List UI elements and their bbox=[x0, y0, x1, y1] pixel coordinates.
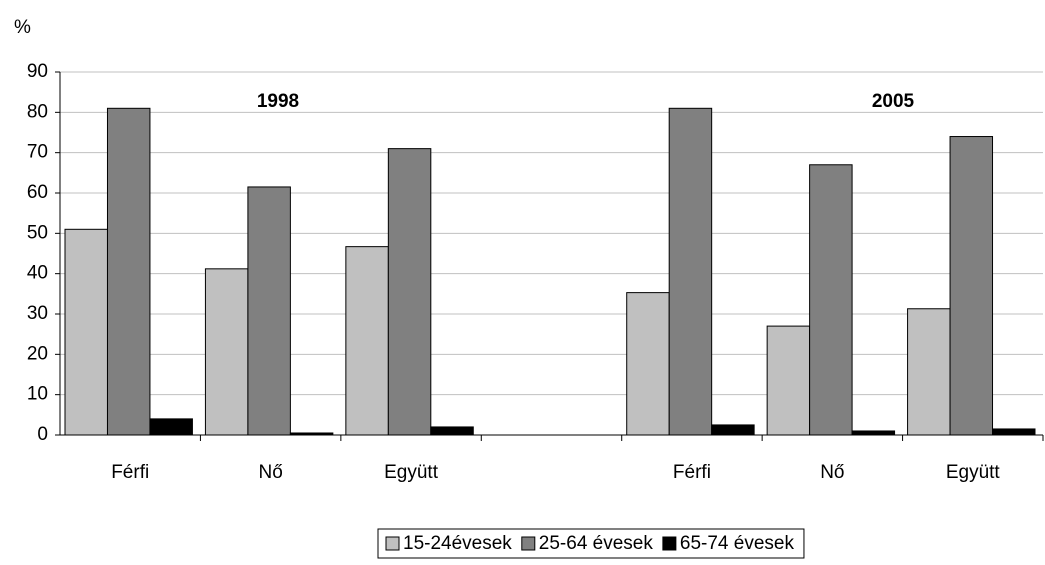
bar bbox=[204, 268, 249, 436]
y-tick-label: 90 bbox=[27, 61, 48, 82]
bar bbox=[668, 107, 713, 436]
y-tick-label: 20 bbox=[27, 343, 48, 364]
x-tick-label: Nő bbox=[820, 462, 844, 483]
bar bbox=[766, 325, 811, 436]
bar bbox=[106, 107, 151, 436]
bar bbox=[907, 308, 951, 436]
y-axis-label: % bbox=[14, 17, 31, 38]
x-tick-label: Nő bbox=[258, 462, 282, 483]
x-tick-label: Férfi bbox=[111, 462, 149, 483]
bar bbox=[430, 426, 474, 436]
legend-swatch bbox=[662, 536, 677, 551]
bar bbox=[851, 430, 896, 436]
bar bbox=[809, 164, 853, 436]
annotation: 1998 bbox=[257, 91, 299, 112]
y-tick-label: 70 bbox=[27, 142, 48, 163]
bar bbox=[149, 418, 193, 436]
legend-label: 65-74 évesek bbox=[680, 533, 795, 554]
x-tick-label: Együtt bbox=[384, 462, 439, 483]
legend-label: 25-64 évesek bbox=[539, 533, 654, 554]
bar bbox=[949, 136, 994, 436]
legend-swatch bbox=[521, 536, 536, 551]
bar bbox=[387, 148, 432, 436]
y-tick-label: 30 bbox=[27, 303, 48, 324]
y-tick-label: 60 bbox=[27, 182, 48, 203]
x-tick-label: Együtt bbox=[946, 462, 1001, 483]
y-tick-label: 0 bbox=[37, 424, 48, 445]
bar bbox=[345, 246, 389, 436]
legend-box bbox=[377, 528, 805, 559]
legend-swatch bbox=[385, 536, 400, 551]
legend-label: 15-24évesek bbox=[403, 533, 512, 554]
bar bbox=[626, 292, 670, 436]
y-tick-label: 40 bbox=[27, 263, 48, 284]
bar bbox=[711, 424, 755, 436]
bar bbox=[247, 186, 291, 436]
annotation: 2005 bbox=[872, 91, 915, 112]
bar bbox=[64, 228, 108, 436]
x-tick-label: Férfi bbox=[673, 462, 711, 483]
y-tick-label: 50 bbox=[27, 222, 48, 243]
bar bbox=[992, 428, 1036, 436]
y-tick-label: 10 bbox=[27, 384, 48, 405]
y-tick-label: 80 bbox=[27, 101, 48, 122]
